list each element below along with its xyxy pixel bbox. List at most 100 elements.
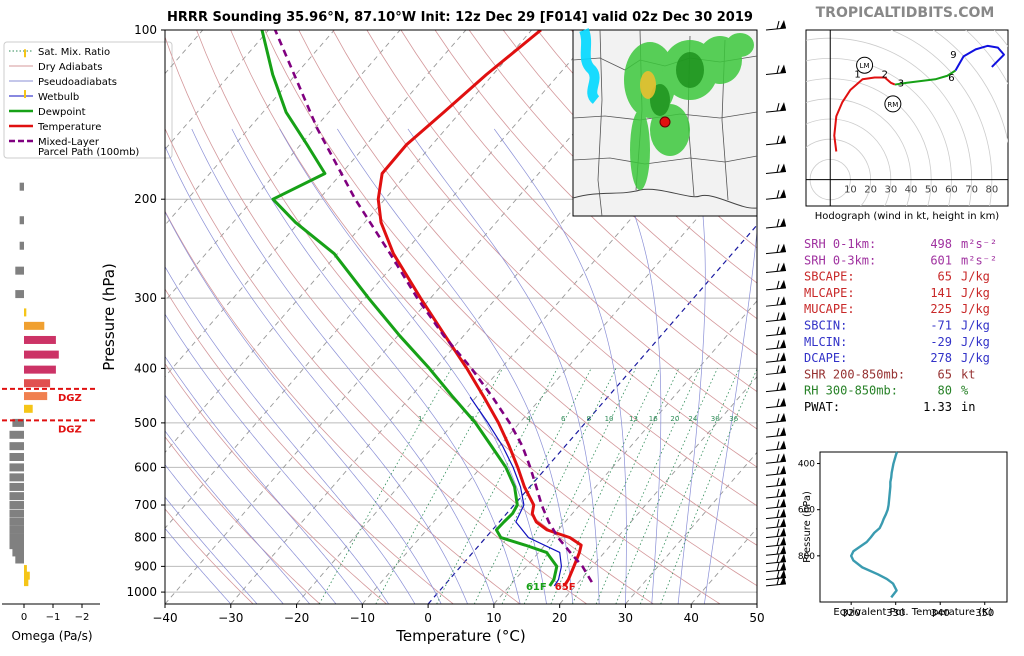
omega-bar bbox=[9, 541, 24, 550]
stats-table: SRH 0-1km: 498 m²s⁻² SRH 0-3km: 601 m²s⁻² SBCA… bbox=[804, 237, 997, 414]
hodograph-height-label: 1 bbox=[854, 70, 860, 81]
stat-label: SHR 200-850mb: bbox=[804, 367, 905, 381]
hodograph-height-label: 3 bbox=[898, 78, 904, 89]
stat-value: 80 bbox=[938, 384, 952, 398]
theta-e-ytick-label: 400 bbox=[798, 460, 815, 470]
omega-bar bbox=[9, 453, 24, 462]
skewt-xtick-label: 10 bbox=[486, 611, 501, 625]
skewt-ytick-label: 100 bbox=[134, 23, 157, 37]
omega-bar bbox=[12, 548, 24, 557]
omega-bar bbox=[9, 501, 24, 510]
wind-barb bbox=[765, 498, 787, 509]
theta-e-xtick-label: 340 bbox=[931, 608, 950, 619]
skewt-ytick-label: 200 bbox=[134, 192, 157, 206]
omega-bar bbox=[24, 404, 33, 413]
skewt-xtick-label: 50 bbox=[749, 611, 764, 625]
stat-value: 141 bbox=[930, 286, 952, 300]
stat-label: MLCIN: bbox=[804, 335, 847, 349]
omega-bar bbox=[9, 463, 24, 472]
mixing-ratio-label: 24 bbox=[688, 415, 697, 423]
wind-barb bbox=[765, 476, 787, 488]
skewt-xtick-label: 20 bbox=[552, 611, 567, 625]
omega-bar bbox=[15, 266, 24, 275]
mixing-ratio-label: 20 bbox=[670, 415, 679, 423]
omega-bar bbox=[9, 509, 24, 518]
omega-bar bbox=[24, 578, 29, 587]
omega-bar bbox=[9, 482, 24, 491]
hodograph-tick-label: 20 bbox=[864, 185, 877, 196]
wind-barb bbox=[765, 536, 787, 548]
wind-barb bbox=[765, 412, 787, 424]
wind-barb bbox=[765, 243, 787, 255]
stat-label: SBCAPE: bbox=[804, 270, 855, 284]
wind-barb bbox=[765, 134, 787, 146]
hodograph-tick-label: 10 bbox=[844, 185, 857, 196]
wind-barb bbox=[765, 64, 787, 76]
brand-label: TROPICALTIDBITS.COM bbox=[816, 5, 995, 21]
stat-value: 225 bbox=[930, 302, 952, 316]
omega-bar bbox=[19, 241, 24, 250]
skewt-xtick-label: 0 bbox=[424, 611, 432, 625]
stat-unit: J/kg bbox=[961, 270, 990, 284]
stat-label: SBCIN: bbox=[804, 319, 847, 333]
omega-bar bbox=[24, 379, 51, 388]
theta-e-xlabel: Equivalent Pot. Temperature (K) bbox=[833, 607, 992, 618]
stat-unit: in bbox=[961, 400, 975, 414]
omega-xlabel: Omega (Pa/s) bbox=[11, 629, 92, 643]
legend-label: Mixed-Layer bbox=[38, 137, 100, 148]
wind-barb bbox=[765, 262, 787, 273]
surface-dewpoint-label: 61F bbox=[526, 582, 547, 593]
omega-bar bbox=[24, 365, 56, 374]
stat-unit: J/kg bbox=[961, 286, 990, 300]
skewt-ytick-label: 400 bbox=[134, 361, 157, 375]
skewt-xtick-label: 30 bbox=[618, 611, 633, 625]
hodograph-trace bbox=[894, 69, 957, 86]
wind-barb bbox=[765, 311, 787, 322]
storm-motion-marker bbox=[884, 95, 902, 113]
legend-label: Sat. Mix. Ratio bbox=[38, 47, 110, 58]
skewt-ytick-label: 600 bbox=[134, 460, 157, 474]
stat-value: 1.33 bbox=[923, 400, 952, 414]
wind-barb bbox=[765, 189, 787, 200]
skewt-xtick-label: −20 bbox=[284, 611, 309, 625]
series-line-mixed-layer-parcel-path-100mb- bbox=[273, 30, 593, 583]
stat-label: PWAT: bbox=[804, 400, 840, 414]
skewt-ylabel: Pressure (hPa) bbox=[100, 263, 118, 371]
stat-value: 65 bbox=[938, 367, 952, 381]
skewt-ytick-label: 1000 bbox=[126, 585, 157, 599]
hodograph-tick-label: 30 bbox=[884, 185, 897, 196]
omega-bar bbox=[9, 525, 24, 534]
legend-label: Pseudoadiabats bbox=[38, 77, 117, 88]
wind-barb bbox=[765, 453, 787, 464]
stat-value: -71 bbox=[930, 319, 952, 333]
stat-label: MUCAPE: bbox=[804, 302, 855, 316]
storm-motion-label: RM bbox=[887, 101, 898, 109]
wind-barb bbox=[765, 440, 787, 452]
wind-barb bbox=[765, 545, 787, 556]
omega-bar bbox=[24, 392, 48, 401]
stat-value: 65 bbox=[938, 270, 952, 284]
hodograph-height-label: 6 bbox=[948, 73, 954, 84]
mixing-ratio-label: 10 bbox=[605, 415, 614, 423]
wind-barb bbox=[765, 20, 787, 31]
omega-bar bbox=[24, 335, 56, 344]
surface-temperature-label: 65F bbox=[555, 582, 576, 593]
omega-xtick-label: 0 bbox=[21, 612, 27, 623]
wind-barb bbox=[765, 352, 787, 363]
wind-barb bbox=[765, 279, 787, 291]
stat-unit: J/kg bbox=[961, 351, 990, 365]
stat-label: DCAPE: bbox=[804, 351, 847, 365]
location-marker bbox=[659, 116, 671, 128]
skewt-ytick-label: 500 bbox=[134, 416, 157, 430]
omega-bar bbox=[24, 49, 26, 58]
hodograph-height-label: 9 bbox=[950, 50, 956, 61]
mixing-ratio-label: 36 bbox=[729, 415, 738, 423]
skewt-xtick-label: −10 bbox=[350, 611, 375, 625]
stat-label: RH 300-850mb: bbox=[804, 384, 898, 398]
omega-bar bbox=[9, 492, 24, 501]
omega-bar bbox=[9, 533, 24, 542]
wind-barb bbox=[765, 102, 787, 113]
stat-unit: m²s⁻² bbox=[961, 237, 997, 251]
theta-e-xtick-label: 350 bbox=[975, 608, 994, 619]
